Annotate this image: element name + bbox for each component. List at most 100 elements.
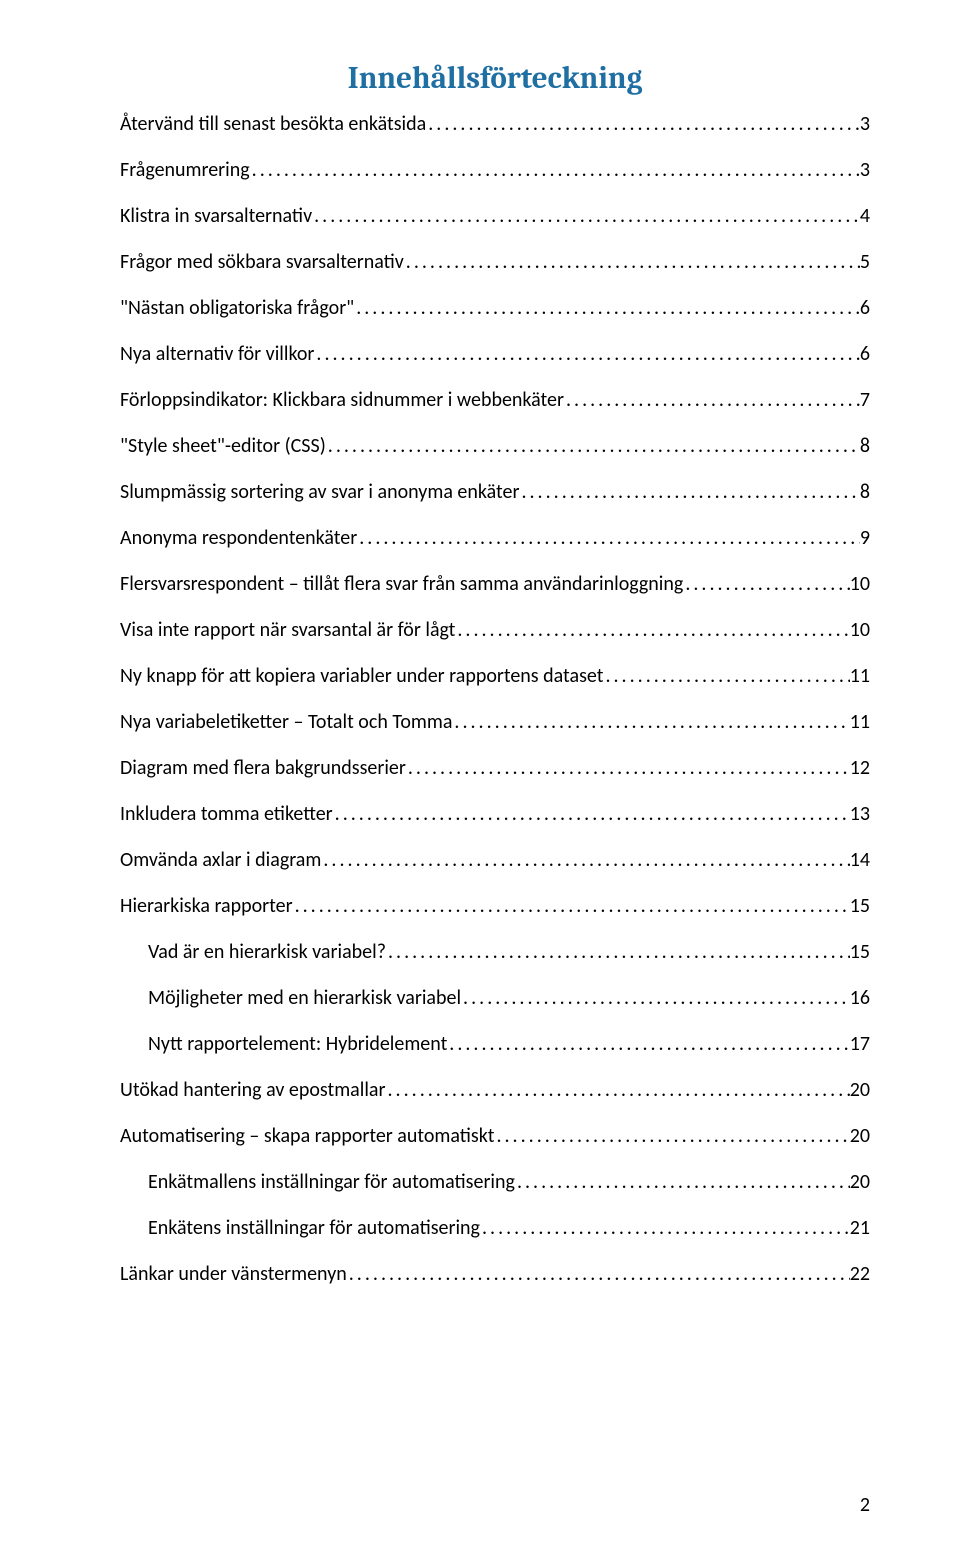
- toc-entry-label: Hierarkiska rapporter: [120, 896, 293, 916]
- toc-leader-dots: [293, 896, 850, 916]
- toc-entry[interactable]: Länkar under vänstermenyn 22: [120, 1264, 870, 1284]
- toc-leader-dots: [326, 436, 860, 456]
- toc-leader-dots: [461, 988, 850, 1008]
- toc-entry[interactable]: Anonyma respondentenkäter 9: [120, 528, 870, 548]
- toc-leader-dots: [404, 252, 860, 272]
- toc-entry[interactable]: Nya alternativ för villkor 6: [120, 344, 870, 364]
- toc-entry-page: 7: [860, 390, 870, 410]
- toc-leader-dots: [683, 574, 849, 594]
- toc-entry-label: Möjligheter med en hierarkisk variabel: [148, 988, 461, 1008]
- toc-entry-page: 6: [860, 298, 870, 318]
- toc-entry[interactable]: Nya variabeletiketter – Totalt och Tomma…: [120, 712, 870, 732]
- toc-entry-label: Automatisering – skapa rapporter automat…: [120, 1126, 494, 1146]
- toc-leader-dots: [603, 666, 849, 686]
- toc-entry-page: 8: [860, 482, 870, 502]
- toc-entry[interactable]: Enkätens inställningar för automatiserin…: [120, 1218, 870, 1238]
- toc-entry[interactable]: Utökad hantering av epostmallar 20: [120, 1080, 870, 1100]
- toc-leader-dots: [515, 1172, 850, 1192]
- toc-entry-page: 11: [850, 666, 870, 686]
- toc-entry-label: Enkätmallens inställningar för automatis…: [148, 1172, 515, 1192]
- toc-entry[interactable]: Återvänd till senast besökta enkätsida 3: [120, 114, 870, 134]
- toc-entry[interactable]: Omvända axlar i diagram 14: [120, 850, 870, 870]
- toc-leader-dots: [357, 528, 860, 548]
- toc-leader-dots: [494, 1126, 849, 1146]
- toc-entry[interactable]: Inkludera tomma etiketter 13: [120, 804, 870, 824]
- toc-entry-page: 11: [850, 712, 870, 732]
- toc-entry-page: 20: [850, 1126, 870, 1146]
- toc-entry[interactable]: Automatisering – skapa rapporter automat…: [120, 1126, 870, 1146]
- toc-entry-label: Frågor med sökbara svarsalternativ: [120, 252, 404, 272]
- toc-entry-label: Anonyma respondentenkäter: [120, 528, 357, 548]
- toc-entry-label: Utökad hantering av epostmallar: [120, 1080, 386, 1100]
- toc-entry-label: "Nästan obligatoriska frågor": [120, 298, 354, 318]
- toc-leader-dots: [314, 344, 859, 364]
- toc-entry-page: 9: [860, 528, 870, 548]
- toc-entry-page: 15: [850, 942, 870, 962]
- toc-entry[interactable]: Klistra in svarsalternativ 4: [120, 206, 870, 226]
- toc-entry-page: 13: [850, 804, 870, 824]
- toc-entry[interactable]: Möjligheter med en hierarkisk variabel 1…: [120, 988, 870, 1008]
- toc-entry-label: Slumpmässig sortering av svar i anonyma …: [120, 482, 519, 502]
- toc-entry-label: Enkätens inställningar för automatiserin…: [148, 1218, 480, 1238]
- toc-entry-label: Vad är en hierarkisk variabel?: [148, 942, 386, 962]
- toc-entry[interactable]: "Nästan obligatoriska frågor" 6: [120, 298, 870, 318]
- toc-leader-dots: [347, 1264, 850, 1284]
- toc-leader-dots: [312, 206, 860, 226]
- toc-entry-label: Inkludera tomma etiketter: [120, 804, 333, 824]
- toc-entry[interactable]: Slumpmässig sortering av svar i anonyma …: [120, 482, 870, 502]
- toc-entry-page: 15: [850, 896, 870, 916]
- toc-title: Innehållsförteckning: [120, 60, 870, 96]
- toc-leader-dots: [564, 390, 860, 410]
- toc-entry-label: Nytt rapportelement: Hybridelement: [148, 1034, 447, 1054]
- toc-entry-label: Visa inte rapport när svarsantal är för …: [120, 620, 455, 640]
- toc-entry[interactable]: Ny knapp för att kopiera variabler under…: [120, 666, 870, 686]
- toc-entry-page: 14: [850, 850, 870, 870]
- toc-entry-page: 22: [850, 1264, 870, 1284]
- toc-leader-dots: [519, 482, 859, 502]
- toc-entry-page: 10: [850, 620, 870, 640]
- toc-entry-page: 8: [860, 436, 870, 456]
- toc-list: Återvänd till senast besökta enkätsida 3…: [120, 114, 870, 1284]
- toc-entry-page: 6: [860, 344, 870, 364]
- toc-entry-label: Ny knapp för att kopiera variabler under…: [120, 666, 603, 686]
- toc-entry[interactable]: Hierarkiska rapporter 15: [120, 896, 870, 916]
- toc-entry-page: 20: [850, 1080, 870, 1100]
- page-number: 2: [860, 1493, 870, 1517]
- toc-entry[interactable]: Visa inte rapport när svarsantal är för …: [120, 620, 870, 640]
- toc-entry-label: Nya variabeletiketter – Totalt och Tomma: [120, 712, 452, 732]
- toc-entry[interactable]: "Style sheet"-editor (CSS) 8: [120, 436, 870, 456]
- toc-entry-label: Förloppsindikator: Klickbara sidnummer i…: [120, 390, 564, 410]
- toc-leader-dots: [452, 712, 849, 732]
- toc-entry[interactable]: Flersvarsrespondent – tillåt flera svar …: [120, 574, 870, 594]
- toc-entry-page: 10: [850, 574, 870, 594]
- toc-leader-dots: [426, 114, 860, 134]
- toc-leader-dots: [406, 758, 850, 778]
- toc-entry[interactable]: Diagram med flera bakgrundsserier 12: [120, 758, 870, 778]
- document-page: Innehållsförteckning Återvänd till senas…: [0, 0, 960, 1555]
- toc-entry-label: Diagram med flera bakgrundsserier: [120, 758, 406, 778]
- toc-leader-dots: [386, 942, 850, 962]
- toc-entry[interactable]: Frågenumrering 3: [120, 160, 870, 180]
- toc-leader-dots: [321, 850, 849, 870]
- toc-entry-label: Nya alternativ för villkor: [120, 344, 314, 364]
- toc-entry-label: Omvända axlar i diagram: [120, 850, 321, 870]
- toc-entry[interactable]: Vad är en hierarkisk variabel? 15: [120, 942, 870, 962]
- toc-leader-dots: [480, 1218, 850, 1238]
- toc-entry-page: 16: [850, 988, 870, 1008]
- toc-entry-label: Återvänd till senast besökta enkätsida: [120, 114, 426, 134]
- toc-leader-dots: [447, 1034, 849, 1054]
- toc-entry-page: 21: [850, 1218, 870, 1238]
- toc-entry[interactable]: Enkätmallens inställningar för automatis…: [120, 1172, 870, 1192]
- toc-entry-label: Länkar under vänstermenyn: [120, 1264, 347, 1284]
- toc-entry-page: 4: [860, 206, 870, 226]
- toc-entry-page: 17: [850, 1034, 870, 1054]
- toc-entry[interactable]: Frågor med sökbara svarsalternativ 5: [120, 252, 870, 272]
- toc-entry-page: 3: [860, 114, 870, 134]
- toc-leader-dots: [250, 160, 860, 180]
- toc-entry-page: 5: [860, 252, 870, 272]
- toc-entry[interactable]: Nytt rapportelement: Hybridelement 17: [120, 1034, 870, 1054]
- toc-entry-label: Frågenumrering: [120, 160, 250, 180]
- toc-entry-label: "Style sheet"-editor (CSS): [120, 436, 326, 456]
- toc-entry-page: 3: [860, 160, 870, 180]
- toc-entry[interactable]: Förloppsindikator: Klickbara sidnummer i…: [120, 390, 870, 410]
